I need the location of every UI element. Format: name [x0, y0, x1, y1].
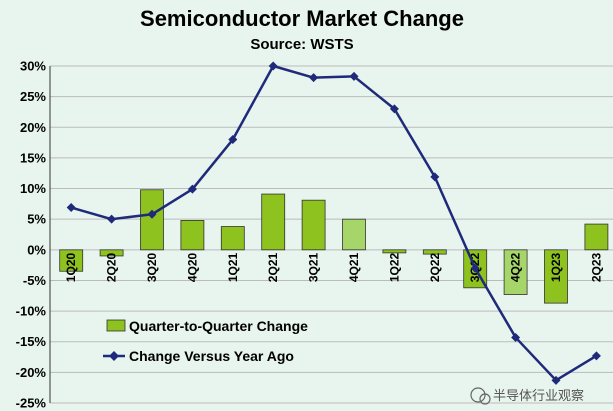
line-point [268, 61, 278, 71]
bar [584, 223, 609, 251]
x-tick-label: 2Q21 [266, 252, 280, 282]
bar [59, 249, 84, 272]
y-tick-label: 15% [20, 150, 46, 165]
x-tick-label: 2Q22 [428, 252, 442, 282]
line-point [470, 263, 480, 273]
legend: Quarter-to-Quarter Change Change Versus … [103, 318, 308, 364]
line-point [228, 135, 238, 145]
y-tick-label: 5% [27, 212, 46, 227]
x-axis-labels: 1Q20 2Q20 3Q20 4Q20 1Q21 2Q21 3Q21 4Q21 1Q22 2Q22… [64, 252, 603, 282]
x-tick-label: 1Q23 [549, 252, 563, 282]
legend-line-label: Change Versus Year Ago [129, 348, 294, 364]
line-point [66, 203, 76, 213]
watermark-text: 半导体行业观察 [493, 389, 584, 404]
y-tick-label: -25% [16, 396, 47, 411]
y-tick-label: -10% [16, 304, 47, 319]
y-tick-label: 10% [20, 181, 46, 196]
x-tick-label: 2Q20 [105, 252, 119, 282]
legend-bar-swatch [106, 319, 126, 332]
y-tick-label: -15% [16, 334, 47, 349]
bar [544, 249, 568, 304]
line-path [70, 64, 598, 382]
line-point [389, 104, 399, 114]
bar [342, 218, 366, 251]
line-point [551, 375, 561, 385]
bar [261, 193, 286, 251]
bar [99, 249, 124, 257]
bar-series [59, 189, 609, 304]
x-tick-label: 4Q22 [509, 252, 523, 282]
line-series [66, 61, 601, 385]
legend-line-marker [109, 351, 119, 361]
y-tick-label: -5% [23, 273, 47, 288]
bar [382, 249, 407, 254]
bar [140, 189, 164, 251]
chart-subtitle: Source: WSTS [250, 36, 353, 53]
line-point [107, 214, 117, 224]
bar [220, 226, 245, 251]
chart-title: Semiconductor Market Change [140, 6, 464, 31]
x-tick-label: 4Q20 [185, 252, 199, 282]
bar [301, 199, 326, 251]
x-tick-label: 1Q21 [226, 252, 240, 282]
y-axis-ticks: 30% 25% 20% 15% 10% 5% 0% -5% -10% -15% -20% -25% [16, 59, 47, 411]
line-point [187, 184, 197, 194]
wechat-icon-small [479, 393, 491, 405]
line-point [309, 73, 319, 83]
line-point [511, 332, 521, 342]
line-point [349, 71, 359, 81]
x-tick-label: 1Q20 [64, 252, 78, 282]
y-tick-label: 25% [20, 89, 46, 104]
line-point [147, 209, 157, 219]
y-tick-label: 20% [20, 120, 46, 135]
x-tick-label: 4Q21 [347, 252, 361, 282]
x-tick-label: 3Q21 [307, 252, 321, 282]
legend-bar-label: Quarter-to-Quarter Change [129, 318, 308, 334]
x-tick-label: 1Q22 [387, 252, 401, 282]
y-tick-label: 30% [20, 59, 46, 74]
line-point [591, 351, 601, 361]
bar [422, 249, 447, 255]
bar [503, 249, 528, 295]
y-tick-label: -20% [16, 365, 47, 380]
y-tick-label: 0% [27, 242, 46, 257]
wechat-icon [470, 387, 486, 403]
x-tick-label: 3Q20 [145, 252, 159, 282]
watermark: 半导体行业观察 [470, 387, 584, 405]
line-point [430, 172, 440, 182]
x-tick-label: 2Q23 [589, 252, 603, 282]
bar [180, 220, 205, 251]
